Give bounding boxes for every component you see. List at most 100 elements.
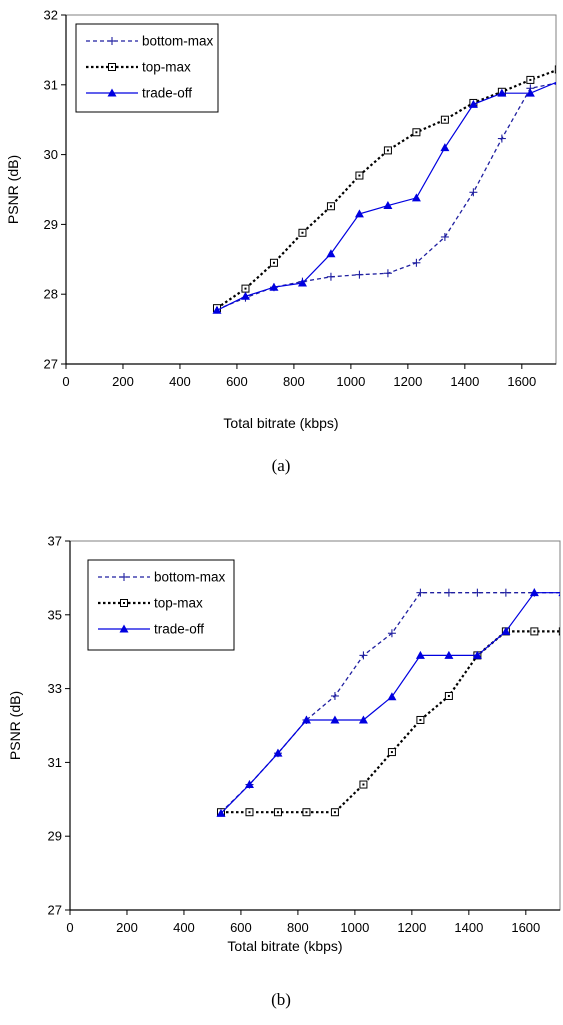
top-max-point (269, 258, 278, 267)
x-tick-label: 800 (287, 920, 309, 935)
bottom-max-point (383, 269, 392, 278)
series-trade-off (212, 81, 556, 314)
chart-a: 27 28 29 30 31 32 0 200 400 600 800 1000 1200 1400 160… (5, 8, 557, 475)
trade-off-point (383, 201, 393, 210)
legend-marker-trade-off (119, 624, 129, 633)
trade-off-point (326, 249, 336, 258)
bottom-max-point (473, 588, 482, 597)
legend-marker-bottom-max (108, 37, 116, 45)
x-tick-label: 600 (226, 374, 248, 389)
bottom-max-point (326, 272, 335, 281)
trade-off-point (269, 282, 279, 291)
trade-off-point (440, 143, 450, 152)
trade-off-point (497, 88, 507, 97)
bottom-max-line (220, 592, 560, 813)
top-max-point (241, 284, 250, 293)
figure-caption: (b) (271, 990, 291, 1009)
bottom-max-point (330, 691, 339, 700)
bottom-max-point (359, 651, 368, 660)
legend-box (87, 559, 235, 651)
top-max-point (387, 748, 396, 757)
x-tick-label: 0 (62, 374, 69, 389)
top-max-line (221, 630, 560, 814)
legend-box (75, 23, 219, 113)
x-tick-label: 1400 (454, 920, 483, 935)
series-top-max (216, 627, 560, 817)
trade-off-line (220, 592, 560, 814)
top-max-point (330, 808, 339, 817)
legend-marker-top-max (108, 63, 116, 71)
legend-label-bottom-max: bottom-max (142, 34, 214, 49)
trade-off-point (411, 193, 421, 202)
legend-marker-bottom-max (120, 573, 128, 581)
trade-off-point (415, 650, 425, 659)
series-bottom-max (216, 588, 560, 817)
trade-off-point (525, 88, 535, 97)
trade-off-point (240, 291, 250, 300)
series-trade-off (216, 588, 560, 817)
trade-off-point (301, 715, 311, 724)
trade-off-point (297, 278, 307, 287)
trade-off-point (244, 780, 254, 789)
x-tick-label: 200 (112, 374, 134, 389)
x-tick-label: 400 (169, 374, 191, 389)
y-tick-label: 28 (44, 287, 58, 302)
top-max-point (440, 115, 449, 124)
x-tick-label: 1600 (507, 374, 536, 389)
bottom-max-point (416, 588, 425, 597)
top-max-point (558, 627, 560, 636)
x-tick-label: 0 (66, 920, 73, 935)
x-axis-label: Total bitrate (kbps) (223, 415, 338, 431)
y-tick-label: 27 (48, 903, 62, 918)
y-tick-label: 33 (48, 681, 62, 696)
bottom-max-point (469, 188, 478, 197)
y-tick-label: 32 (44, 8, 58, 23)
y-axis-label: PSNR (dB) (7, 691, 23, 760)
top-max-point (326, 202, 335, 211)
top-max-point (554, 65, 556, 74)
legend-label-bottom-max: bottom-max (154, 570, 226, 585)
bottom-max-point (497, 134, 506, 143)
x-tick-label: 1000 (336, 374, 365, 389)
top-max-point (530, 627, 539, 636)
figure-caption: (a) (272, 456, 291, 475)
top-max-point (298, 228, 307, 237)
trade-off-point (472, 650, 482, 659)
legend: bottom-max top-max trade-off (75, 23, 219, 113)
bottom-max-point (501, 588, 510, 597)
trade-off-point (358, 715, 368, 724)
trade-off-point (212, 305, 222, 314)
x-tick-label: 1000 (340, 920, 369, 935)
x-tick-label: 600 (230, 920, 252, 935)
top-max-point (355, 171, 364, 180)
x-tick-label: 1400 (450, 374, 479, 389)
top-max-point (245, 808, 254, 817)
y-axis-label: PSNR (dB) (5, 155, 21, 224)
x-tick-label: 400 (173, 920, 195, 935)
trade-off-point (216, 808, 226, 817)
trade-off-point (354, 209, 364, 218)
y-tick-label: 30 (44, 147, 58, 162)
bottom-max-point (355, 270, 364, 279)
y-tick-label: 31 (48, 755, 62, 770)
top-max-point (444, 691, 453, 700)
y-tick-label: 31 (44, 77, 58, 92)
trade-off-point (387, 692, 397, 701)
trade-off-point (501, 626, 511, 635)
trade-off-point (444, 650, 454, 659)
top-max-point (416, 715, 425, 724)
x-tick-label: 200 (116, 920, 138, 935)
x-tick-label: 800 (283, 374, 305, 389)
top-max-point (359, 780, 368, 789)
top-max-point (302, 808, 311, 817)
top-max-point (383, 146, 392, 155)
trade-off-point (273, 748, 283, 757)
bottom-max-point (387, 629, 396, 638)
trade-off-point (468, 99, 478, 108)
chart-b: 27 29 31 33 35 37 0 200 400 600 800 1000 1200 1400 160… (7, 534, 561, 1009)
trade-off-point (529, 588, 539, 597)
legend-label-top-max: top-max (154, 596, 203, 611)
y-tick-label: 29 (48, 829, 62, 844)
bottom-max-point (444, 588, 453, 597)
